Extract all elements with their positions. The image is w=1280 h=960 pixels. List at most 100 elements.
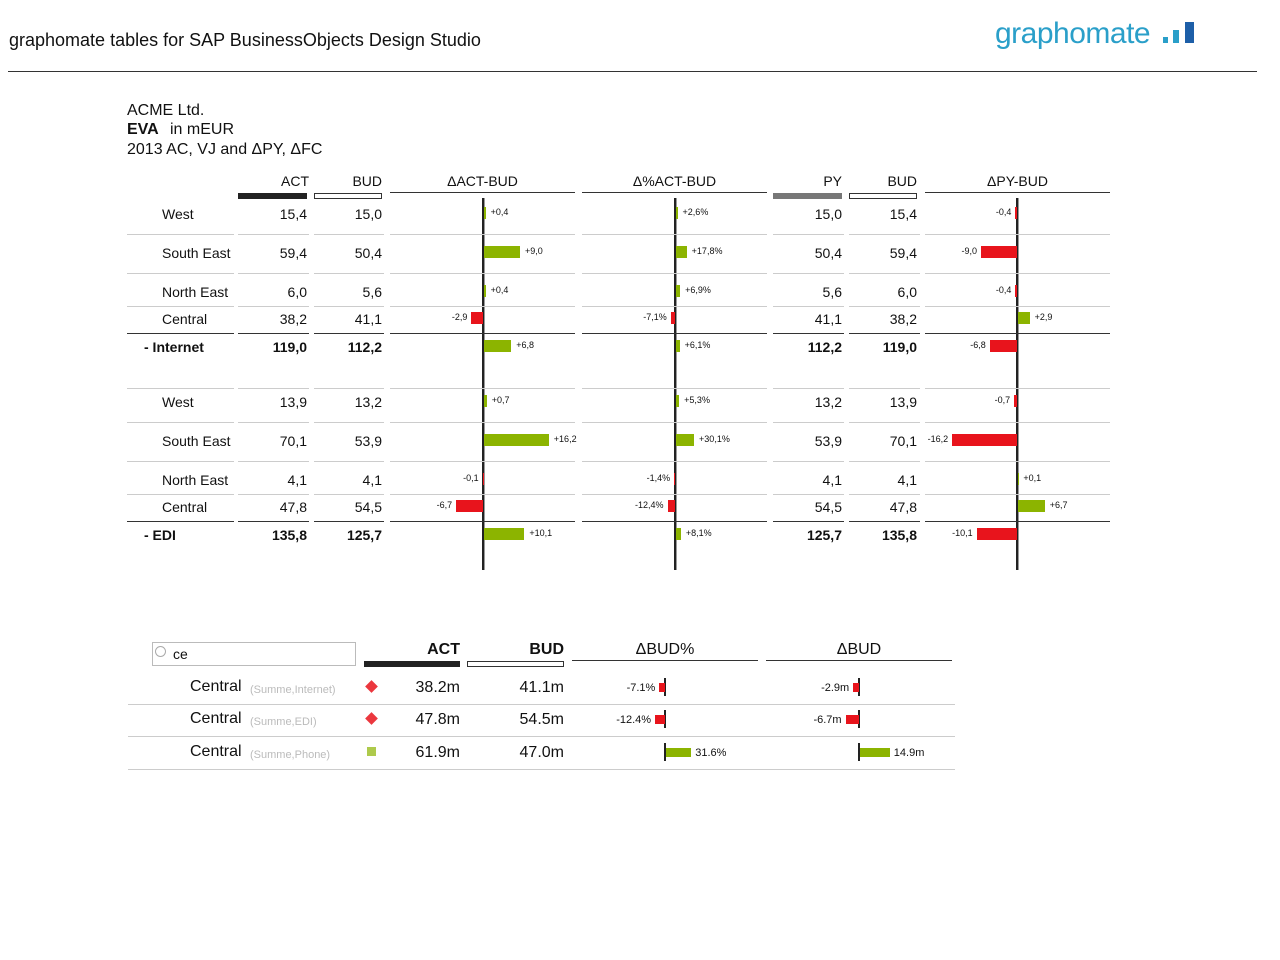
delta-label: +16,2	[553, 434, 577, 444]
cell-value: 59,4	[279, 245, 307, 261]
row-line	[582, 521, 767, 522]
delta-bar	[981, 246, 1017, 258]
row-line	[238, 273, 309, 274]
cell-value: 70,1	[279, 433, 307, 449]
delta-label: +9,0	[525, 246, 543, 256]
cell-value: 6,0	[897, 284, 917, 300]
row-name: Central	[190, 678, 242, 695]
delta-bar	[484, 285, 486, 297]
cell-value: 13,2	[354, 394, 382, 410]
delta-bar	[670, 312, 675, 324]
row-line	[314, 234, 384, 235]
row-line	[582, 273, 767, 274]
row-line	[773, 273, 844, 274]
cell-value: 50,4	[814, 245, 842, 261]
delta-bar	[1015, 207, 1017, 219]
row-line	[849, 461, 920, 462]
delta-label: +0,4	[490, 285, 509, 295]
delta-bar	[989, 340, 1017, 352]
delta-label: -7,1%	[643, 312, 667, 322]
axis-line	[482, 198, 484, 570]
row-line	[925, 461, 1110, 462]
row-line	[390, 461, 575, 462]
delta-label: -12,4%	[635, 500, 664, 510]
header-rule	[8, 71, 1257, 72]
row-label: North East	[162, 472, 229, 488]
row-line	[127, 333, 234, 334]
cell-value: 13,2	[814, 394, 842, 410]
delta-bar	[1014, 395, 1017, 407]
delta-label: -6.7m	[813, 714, 842, 726]
row-label: North East	[162, 284, 229, 300]
row-line	[582, 234, 767, 235]
cell-value: 15,0	[354, 206, 382, 222]
row-line	[238, 422, 309, 423]
delta-label: +0,4	[490, 207, 509, 217]
cell-value: 15,0	[814, 206, 842, 222]
row-label: Central	[162, 311, 208, 327]
cell-value: 4,1	[822, 472, 842, 488]
delta-bar	[484, 434, 549, 446]
act-marker	[364, 661, 460, 667]
cell-value: 38,2	[279, 311, 307, 327]
cell-value: 41.1m	[519, 679, 564, 696]
cell-value: 70,1	[889, 433, 917, 449]
cell-value: 125,7	[806, 527, 842, 543]
row-line	[925, 306, 1110, 307]
cell-value: 119,0	[882, 339, 917, 355]
delta-label: +2,6%	[682, 207, 709, 217]
delta-bar	[484, 246, 520, 258]
axis-tick	[858, 710, 860, 728]
company: ACME Ltd.	[127, 102, 205, 119]
cell-value: 15,4	[279, 206, 307, 222]
header-rule	[766, 660, 952, 661]
delta-label: +10,1	[529, 528, 553, 538]
row-line	[849, 494, 920, 495]
row-label: South East	[162, 433, 231, 449]
cell-value: 38,2	[889, 311, 917, 327]
delta-bar	[676, 340, 680, 352]
delta-label: +8,1%	[685, 528, 712, 538]
row-line	[127, 494, 234, 495]
cell-value: 47,8	[889, 499, 917, 515]
delta-label: +30,1%	[699, 434, 730, 444]
delta-bar	[655, 715, 665, 724]
row-line	[773, 388, 844, 389]
row-line	[127, 521, 234, 522]
row-line	[390, 388, 575, 389]
row-line	[127, 234, 234, 235]
row-line	[128, 704, 955, 705]
status-icon	[367, 747, 376, 756]
delta-bar	[674, 473, 675, 485]
axis-line	[1018, 198, 1019, 570]
cell-value: 5,6	[362, 284, 382, 300]
row-line	[925, 422, 1110, 423]
row-line	[314, 273, 384, 274]
row-line	[314, 461, 384, 462]
search-box[interactable]	[152, 642, 356, 666]
row-line	[849, 521, 920, 522]
row-line	[238, 461, 309, 462]
cell-value: 50,4	[354, 245, 382, 261]
delta-label: -2,9	[451, 312, 468, 322]
row-line	[390, 521, 575, 522]
logo-icon	[1163, 37, 1168, 43]
column-header: BUD	[529, 641, 564, 658]
delta-label: -2.9m	[821, 682, 850, 694]
row-line	[582, 461, 767, 462]
logo-icon	[1173, 30, 1179, 43]
delta-bar	[676, 528, 681, 540]
scenario: 2013 AC, VJ and ΔPY, ΔFC	[127, 141, 323, 158]
row-line	[925, 234, 1110, 235]
row-line	[849, 273, 920, 274]
row-line	[849, 234, 920, 235]
row-line	[238, 306, 309, 307]
cell-value: 13,9	[279, 394, 307, 410]
cell-value: 4,1	[897, 472, 917, 488]
row-line	[238, 333, 309, 334]
cell-value: 41,1	[814, 311, 842, 327]
delta-label: +2,9	[1034, 312, 1053, 322]
row-line	[238, 521, 309, 522]
search-text: ce	[173, 646, 188, 662]
